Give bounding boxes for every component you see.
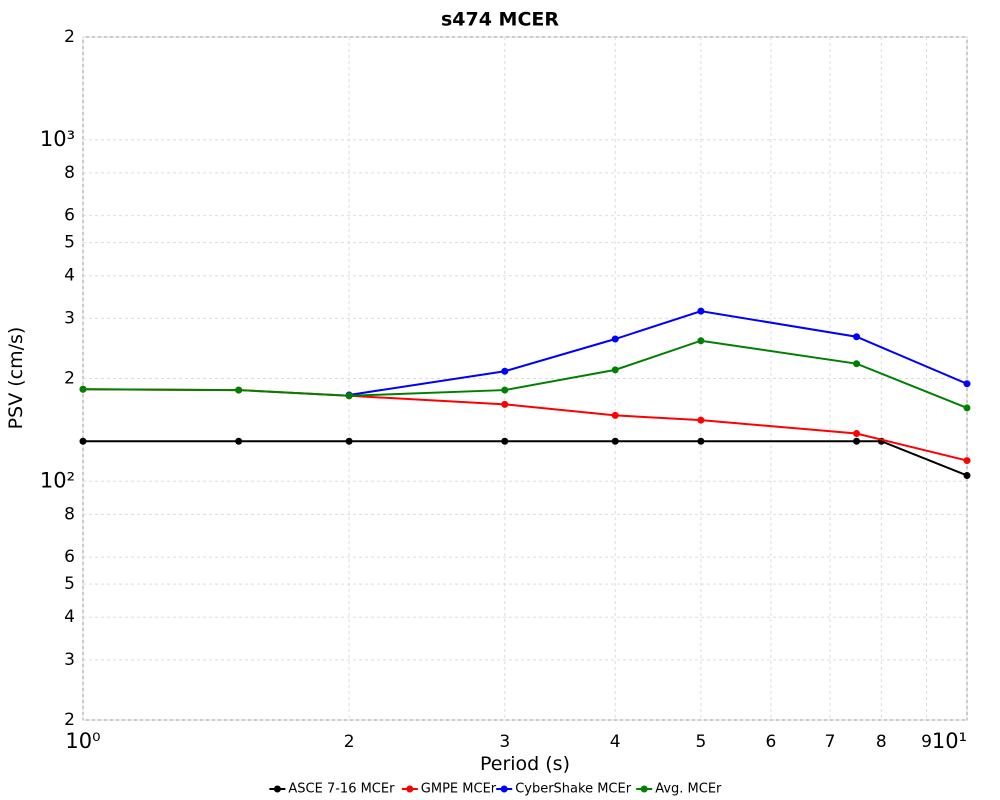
x-tick-label: 8: [876, 732, 887, 752]
y-tick-label: 2: [64, 369, 75, 389]
data-point: [79, 385, 87, 393]
data-point: [963, 404, 971, 412]
data-point: [963, 457, 971, 465]
y-tick-label: 5: [64, 233, 75, 253]
data-point: [963, 471, 971, 479]
y-tick-label: 6: [64, 206, 75, 226]
x-tick-label: 2: [344, 732, 355, 752]
x-tick-label: 7: [825, 732, 836, 752]
legend-marker: [640, 785, 648, 793]
data-point: [345, 392, 353, 400]
data-point: [697, 437, 705, 445]
y-tick-label: 10³: [40, 127, 75, 151]
y-tick-label: 10²: [40, 468, 75, 492]
data-point: [345, 437, 353, 445]
x-tick-label: 3: [499, 732, 510, 752]
x-tick-label: 4: [610, 732, 621, 752]
legend-marker: [500, 785, 508, 793]
x-axis-label: Period (s): [480, 753, 570, 775]
data-point: [697, 307, 705, 315]
plot-area: [82, 36, 968, 721]
x-tick-label: 9: [921, 732, 932, 752]
x-tick-label: 6: [765, 732, 776, 752]
legend-marker: [406, 785, 414, 793]
y-tick-label: 6: [64, 547, 75, 567]
data-point: [235, 386, 243, 394]
y-tick-label: 2: [64, 710, 75, 730]
data-point: [853, 437, 861, 445]
x-tick-label: 10⁰: [65, 729, 100, 753]
data-point: [697, 337, 705, 345]
y-tick-label: 8: [64, 504, 75, 524]
series-line: [82, 339, 968, 409]
y-tick-label: 2: [64, 27, 75, 47]
y-tick-label: 3: [64, 308, 75, 328]
legend-label: Avg. MCEr: [655, 782, 722, 797]
data-point: [853, 333, 861, 341]
data-point: [963, 380, 971, 388]
data-point: [611, 366, 619, 374]
data-point: [501, 437, 509, 445]
y-tick-label: 4: [64, 607, 75, 627]
series-line: [348, 310, 968, 396]
data-point: [611, 411, 619, 419]
chart-title: s474 MCER: [441, 9, 559, 31]
legend-marker: [273, 785, 281, 793]
data-point: [611, 437, 619, 445]
data-point: [235, 437, 243, 445]
y-tick-label: 3: [64, 650, 75, 670]
data-point: [853, 430, 861, 438]
y-tick-label: 4: [64, 266, 75, 286]
data-point: [853, 360, 861, 368]
y-tick-label: 8: [64, 163, 75, 183]
legend-label: ASCE 7-16 MCEr: [288, 782, 395, 797]
x-tick-label: 10¹: [932, 729, 967, 753]
y-tick-label: 5: [64, 574, 75, 594]
data-point: [501, 400, 509, 408]
y-axis-label: PSV (cm/s): [5, 327, 27, 430]
data-point: [501, 367, 509, 375]
data-point: [697, 416, 705, 424]
data-point: [611, 335, 619, 343]
data-point: [79, 437, 87, 445]
legend-label: GMPE MCEr: [421, 782, 497, 797]
legend-label: CyberShake MCEr: [515, 782, 632, 797]
data-point: [501, 386, 509, 394]
x-tick-label: 5: [695, 732, 706, 752]
